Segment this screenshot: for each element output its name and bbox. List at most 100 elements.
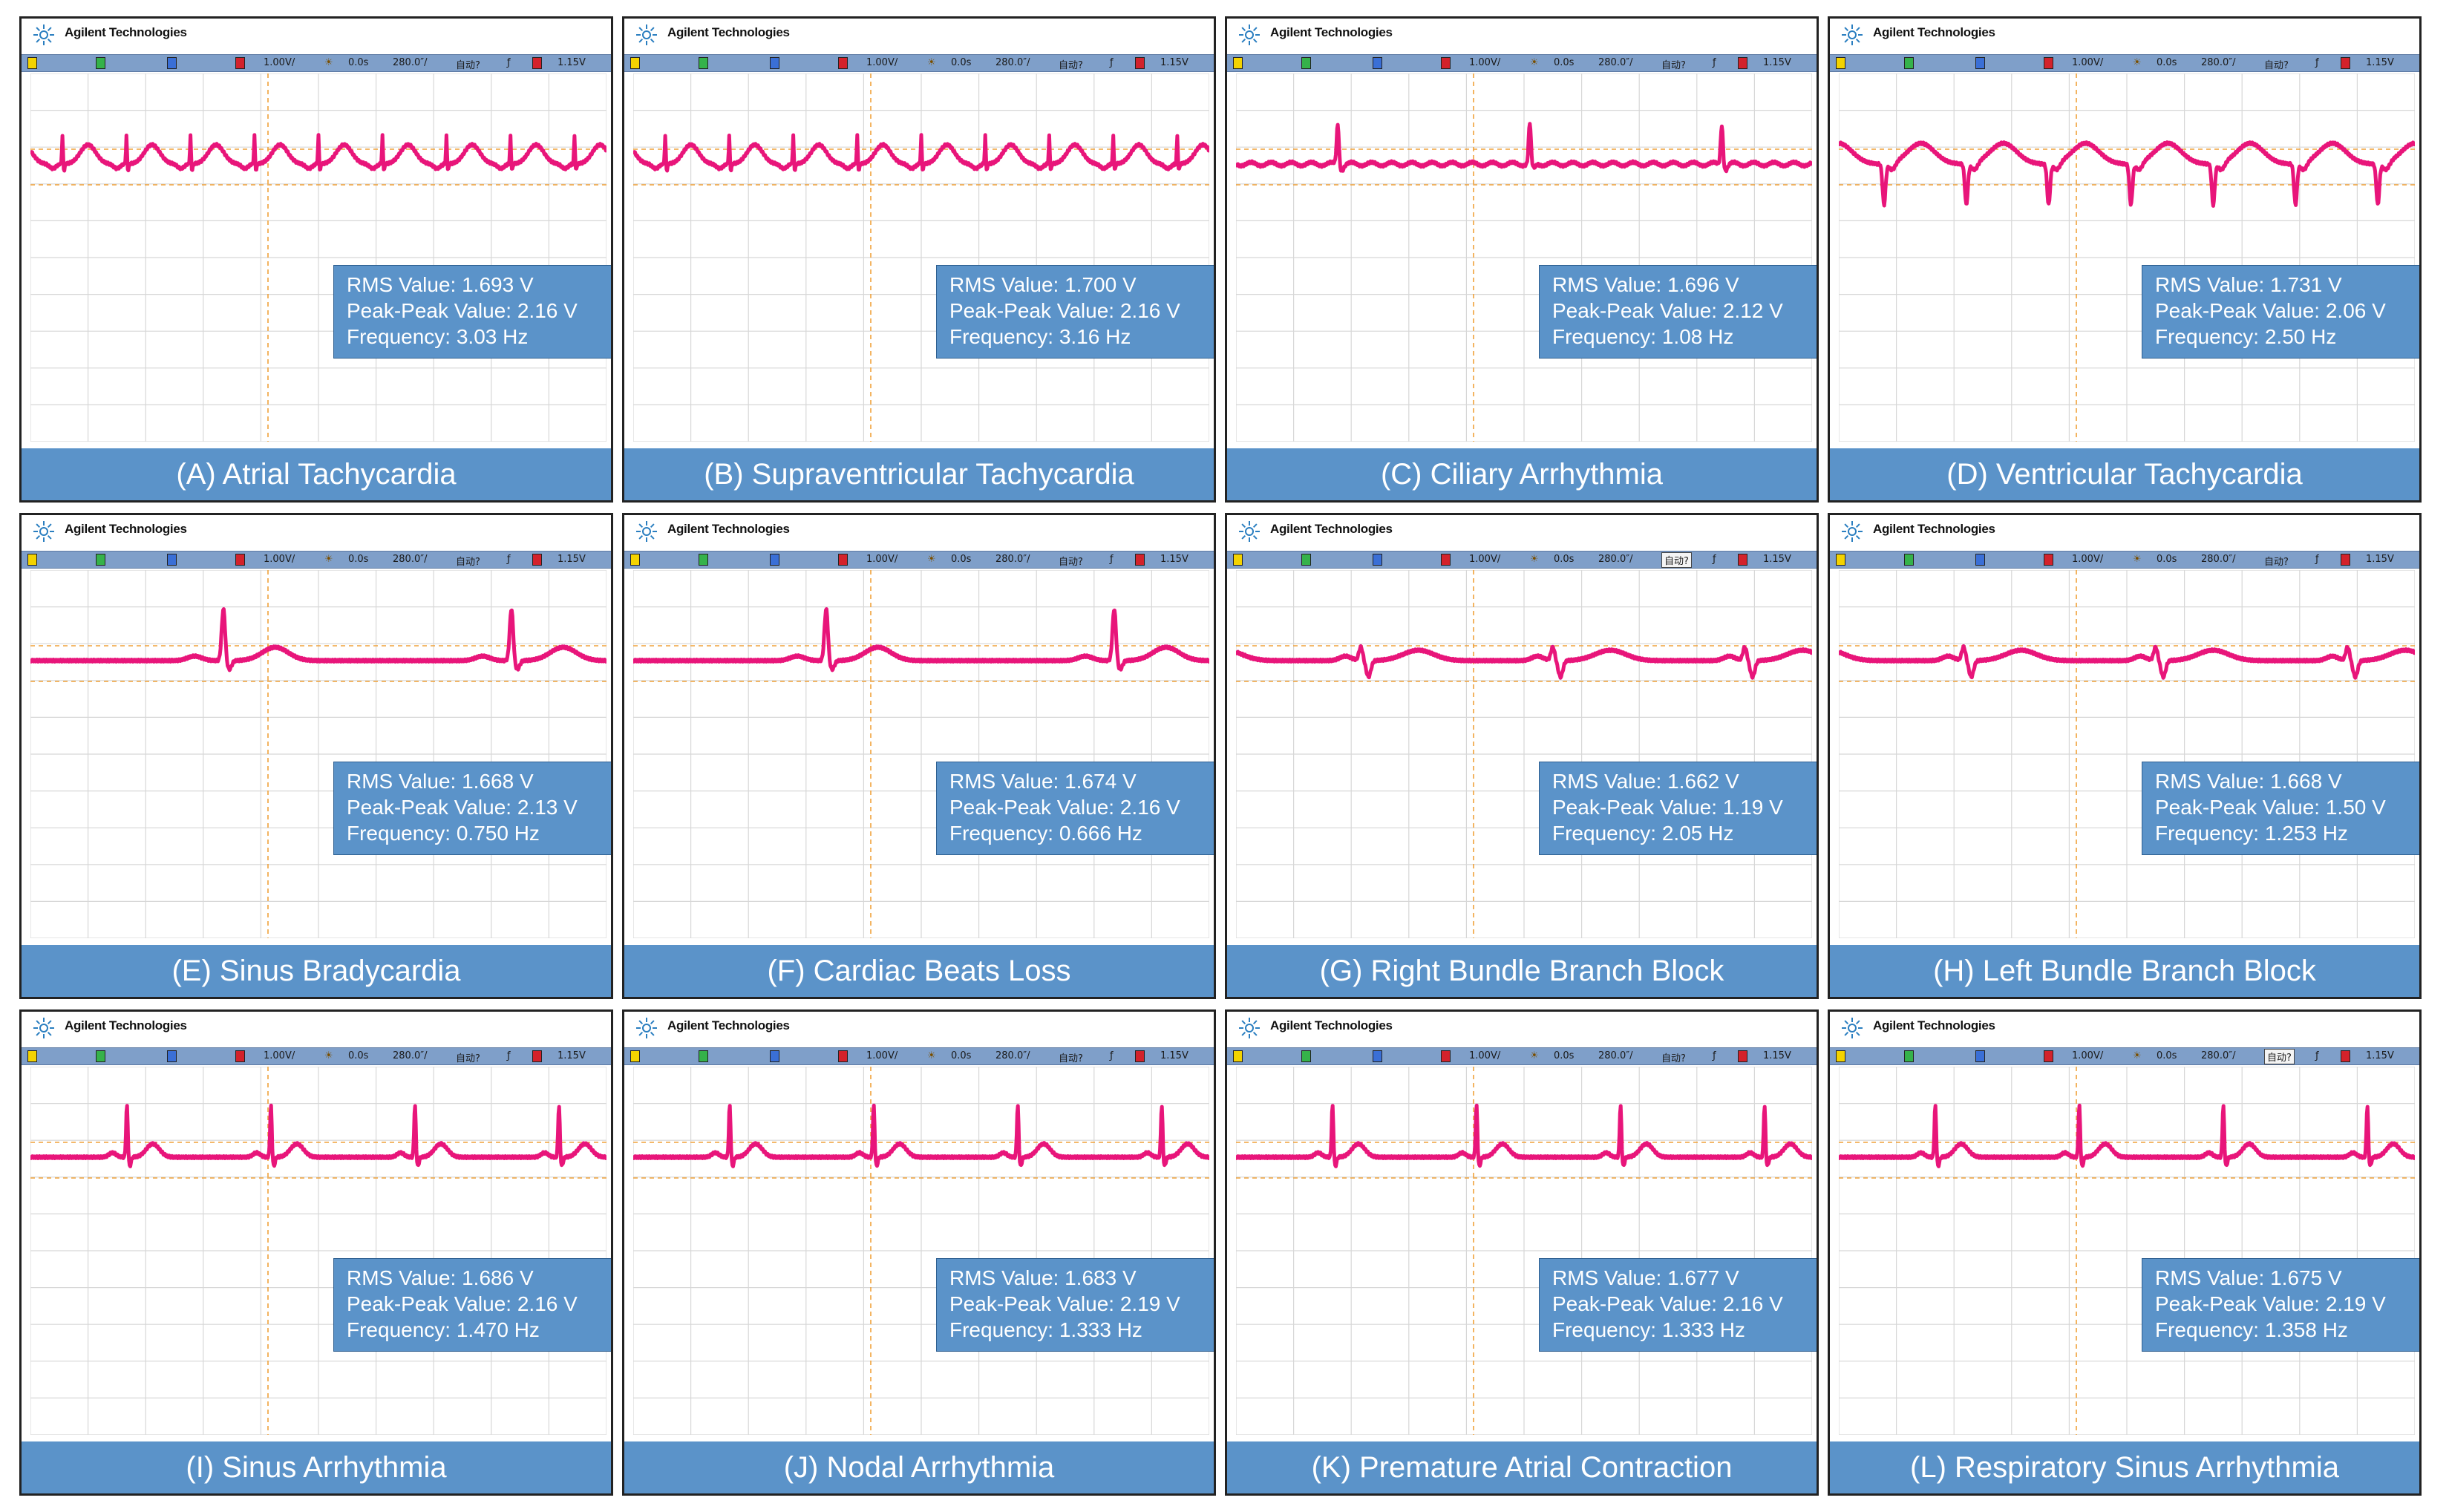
timebase-readout: 280.0″/ bbox=[393, 1050, 428, 1061]
scope-status-bar: 1.00V/0.0s 280.0″/ 自动? ƒ 1.15V ☀ bbox=[624, 1047, 1214, 1065]
scope-status-bar: 1.00V/0.0s 280.0″/ 自动? ƒ 1.15V ☀ bbox=[624, 551, 1214, 569]
channel-1-indicator bbox=[1233, 1050, 1243, 1062]
channel-2-indicator bbox=[1301, 57, 1311, 69]
channel-scale-readout: 1.00V/ bbox=[2072, 554, 2104, 565]
rms-readout-value: 1.674 V bbox=[1065, 770, 1137, 793]
delay-readout: 0.0s bbox=[1554, 1050, 1575, 1061]
delay-sun-icon: ☀ bbox=[2133, 554, 2142, 565]
spark-ray bbox=[1241, 1020, 1246, 1025]
rms-readout-value: 1.731 V bbox=[2270, 273, 2342, 296]
channel-1-indicator bbox=[1836, 554, 1845, 566]
oscilloscope-panel: Agilent Technologies 1.00V/0.0s 280.0″/ 自动?… bbox=[1828, 513, 2422, 999]
frequency-readout-value: 0.666 Hz bbox=[1059, 822, 1142, 845]
rms-readout: RMS Value: 1.700 V bbox=[949, 272, 1214, 298]
rms-readout: RMS Value: 1.677 V bbox=[1552, 1265, 1817, 1291]
ecg-trace bbox=[30, 133, 606, 173]
trigger-slope-icon: ƒ bbox=[1713, 57, 1716, 68]
panel-header: Agilent Technologies bbox=[22, 1012, 611, 1044]
spark-center bbox=[39, 1024, 48, 1032]
channel-3-indicator bbox=[167, 554, 177, 566]
ecg-trace bbox=[1236, 644, 1812, 680]
frequency-readout: Frequency: 0.666 Hz bbox=[949, 820, 1214, 846]
peak-peak-readout: Peak-Peak Value: 2.16 V bbox=[949, 794, 1214, 820]
channel-2-indicator bbox=[699, 1050, 708, 1062]
frequency-readout-label: Frequency: bbox=[2155, 325, 2260, 348]
scope-status-bar: 1.00V/0.0s 280.0″/ 自动? ƒ 1.15V ☀ bbox=[1227, 54, 1817, 72]
spark-center bbox=[1245, 527, 1254, 536]
panel-caption: (A) Atrial Tachycardia bbox=[22, 448, 611, 500]
peak-peak-readout-value: 2.19 V bbox=[1119, 1292, 1180, 1315]
channel-1-indicator bbox=[1836, 57, 1845, 69]
channel-1-indicator bbox=[630, 1050, 640, 1062]
channel-3-indicator bbox=[1373, 57, 1382, 69]
peak-peak-readout: Peak-Peak Value: 2.16 V bbox=[347, 1291, 611, 1317]
frequency-readout: Frequency: 1.253 Hz bbox=[2155, 820, 2419, 846]
ecg-trace bbox=[633, 1103, 1209, 1168]
trigger-mode-readout: 自动? bbox=[1661, 1053, 1686, 1064]
oscilloscope-panel: Agilent Technologies 1.00V/0.0s 280.0″/ 自动?… bbox=[622, 513, 1216, 999]
channel-1-indicator bbox=[27, 1050, 37, 1062]
delay-readout: 0.0s bbox=[348, 554, 369, 565]
measurement-box: RMS Value: 1.675 V Peak-Peak Value: 2.19 … bbox=[2142, 1258, 2419, 1352]
trigger-slope-icon: ƒ bbox=[1110, 1050, 1114, 1061]
oscilloscope-figure-grid: Agilent Technologies 1.00V/0.0s 280.0″/ 自动?… bbox=[19, 16, 2430, 1496]
peak-peak-readout-value: 2.13 V bbox=[517, 796, 578, 819]
frequency-readout-label: Frequency: bbox=[949, 325, 1054, 348]
scope-status-bar: 1.00V/0.0s 280.0″/ 自动? ƒ 1.15V ☀ bbox=[624, 54, 1214, 72]
agilent-spark-icon bbox=[1239, 24, 1260, 45]
panel-caption: (B) Supraventricular Tachycardia bbox=[624, 448, 1214, 500]
channel-3-indicator bbox=[770, 1050, 779, 1062]
rms-readout-value: 1.683 V bbox=[1065, 1266, 1137, 1289]
rms-readout-label: RMS Value: bbox=[949, 1266, 1059, 1289]
channel-2-indicator bbox=[96, 1050, 105, 1062]
ecg-trace bbox=[30, 607, 606, 672]
timebase-readout: 280.0″/ bbox=[995, 554, 1030, 565]
trigger-mode-readout: 自动? bbox=[1661, 552, 1692, 568]
peak-peak-readout: Peak-Peak Value: 2.19 V bbox=[2155, 1291, 2419, 1317]
spark-ray bbox=[36, 38, 41, 43]
oscilloscope-panel: Agilent Technologies 1.00V/0.0s 280.0″/ 自动?… bbox=[19, 16, 613, 503]
panel-header: Agilent Technologies bbox=[624, 515, 1214, 548]
ecg-trace bbox=[30, 1103, 606, 1168]
rms-readout: RMS Value: 1.693 V bbox=[347, 272, 611, 298]
frequency-readout-value: 3.16 Hz bbox=[1059, 325, 1131, 348]
rms-readout-label: RMS Value: bbox=[347, 273, 457, 296]
rms-readout-value: 1.700 V bbox=[1065, 273, 1137, 296]
spark-ray bbox=[1252, 1020, 1258, 1025]
delay-readout: 0.0s bbox=[348, 1050, 369, 1061]
spark-ray bbox=[1844, 1031, 1849, 1036]
frequency-readout: Frequency: 1.333 Hz bbox=[949, 1317, 1214, 1343]
channel-scale-readout: 1.00V/ bbox=[264, 57, 295, 68]
trigger-source-indicator bbox=[1738, 57, 1747, 69]
agilent-spark-icon bbox=[636, 1018, 657, 1038]
agilent-spark-icon bbox=[33, 1018, 54, 1038]
spark-ray bbox=[638, 27, 644, 32]
trigger-mode-readout: 自动? bbox=[2264, 60, 2289, 71]
rms-readout-value: 1.662 V bbox=[1667, 770, 1739, 793]
channel-scale-readout: 1.00V/ bbox=[2072, 1050, 2104, 1061]
spark-ray bbox=[1252, 523, 1258, 528]
frequency-readout: Frequency: 1.358 Hz bbox=[2155, 1317, 2419, 1343]
spark-ray bbox=[1241, 534, 1246, 540]
channel-4-indicator bbox=[2044, 57, 2053, 69]
frequency-readout-value: 0.750 Hz bbox=[456, 822, 540, 845]
spark-ray bbox=[650, 534, 655, 540]
frequency-readout-label: Frequency: bbox=[347, 822, 451, 845]
panel-caption: (K) Premature Atrial Contraction bbox=[1227, 1441, 1817, 1493]
delay-sun-icon: ☀ bbox=[927, 554, 936, 565]
trigger-slope-icon: ƒ bbox=[2315, 57, 2319, 68]
spark-center bbox=[1245, 30, 1254, 39]
channel-scale-readout: 1.00V/ bbox=[264, 1050, 295, 1061]
rms-readout: RMS Value: 1.683 V bbox=[949, 1265, 1214, 1291]
delay-sun-icon: ☀ bbox=[2133, 1050, 2142, 1061]
frequency-readout: Frequency: 0.750 Hz bbox=[347, 820, 611, 846]
panel-caption: (G) Right Bundle Branch Block bbox=[1227, 945, 1817, 997]
oscilloscope-panel: Agilent Technologies 1.00V/0.0s 280.0″/ 自动?… bbox=[1828, 1009, 2422, 1496]
rms-readout-label: RMS Value: bbox=[949, 770, 1059, 793]
frequency-readout-label: Frequency: bbox=[347, 325, 451, 348]
channel-scale-readout: 1.00V/ bbox=[866, 554, 898, 565]
panel-caption: (E) Sinus Bradycardia bbox=[22, 945, 611, 997]
channel-2-indicator bbox=[1904, 57, 1914, 69]
channel-scale-readout: 1.00V/ bbox=[1469, 57, 1501, 68]
brand-name: Agilent Technologies bbox=[1270, 522, 1393, 536]
